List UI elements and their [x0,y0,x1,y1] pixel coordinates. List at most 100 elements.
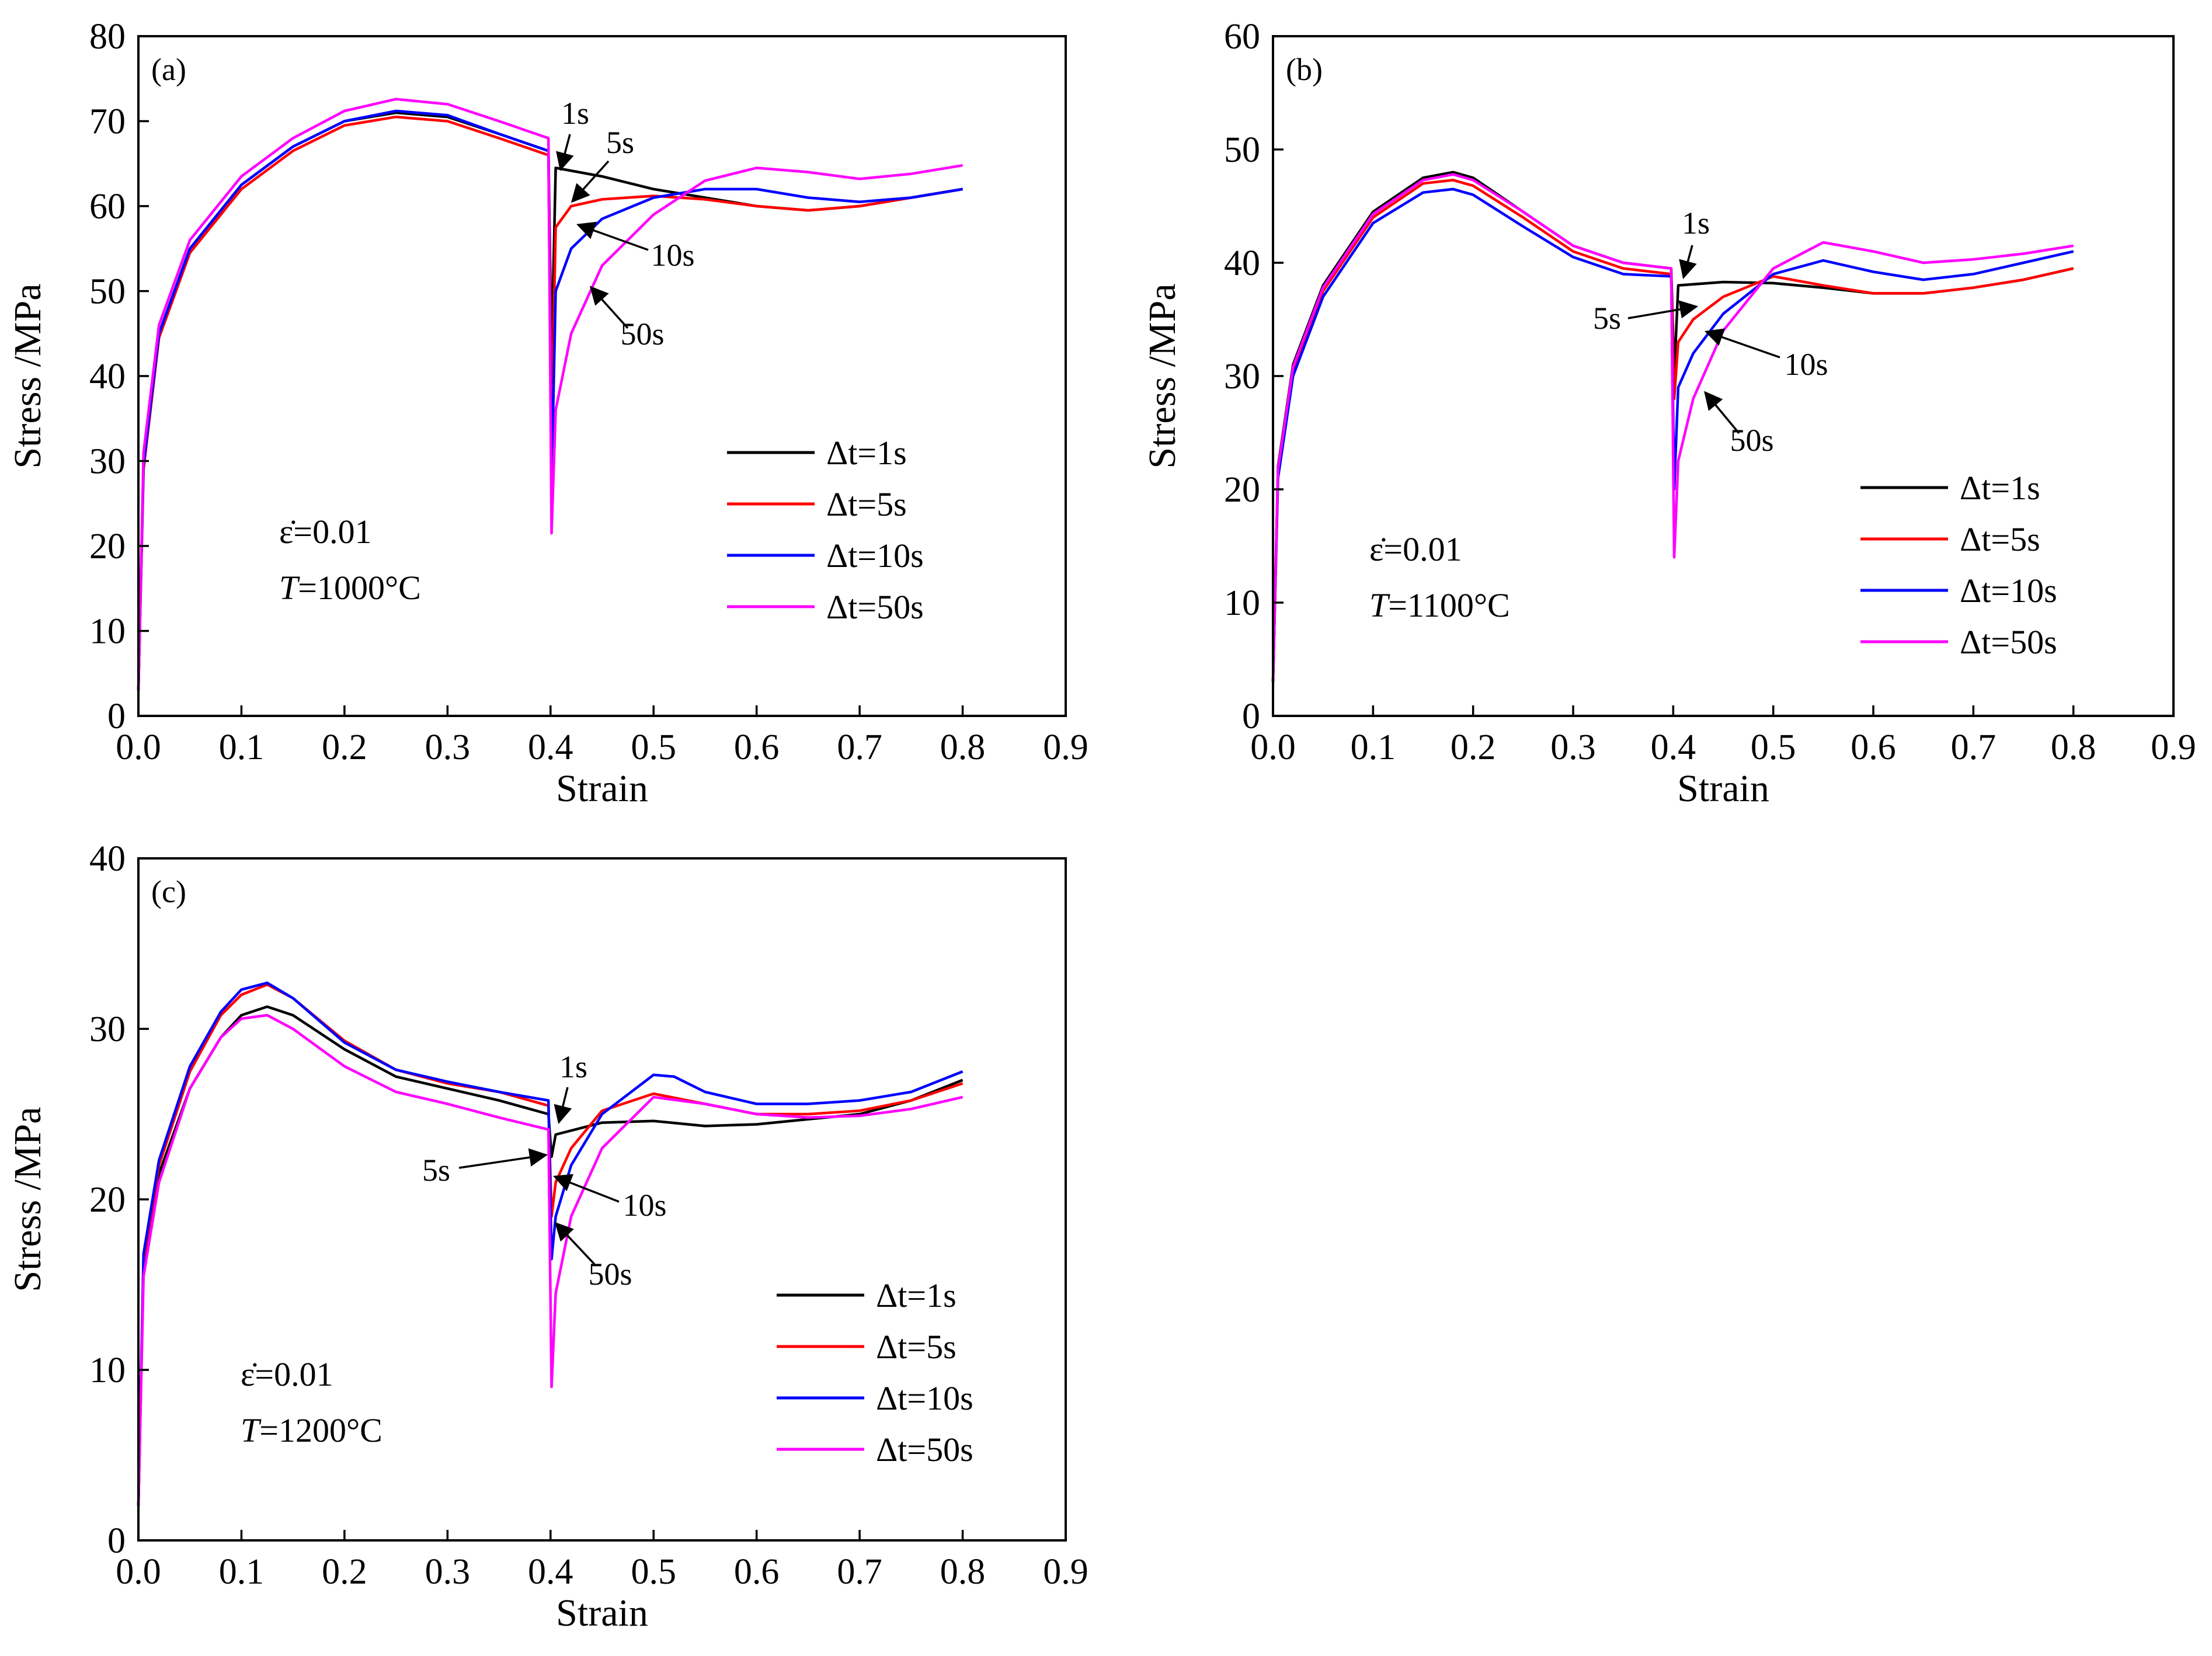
annotation-arrow [1705,328,1780,359]
y-tick-label: 20 [89,527,126,566]
y-tick-label: 20 [89,1180,126,1220]
x-tick-label: 0.1 [219,728,265,767]
legend-label: Δt=10s [876,1379,973,1417]
legend: Δt=1s Δt=5s Δt=10s Δt=50s [777,1276,973,1469]
legend-label: Δt=50s [1960,623,2057,661]
legend: Δt=1s Δt=5s Δt=10s Δt=50s [727,434,924,626]
x-tick-label: 0.0 [1250,728,1296,767]
annotations: 1s 5s 10s 50s [1593,206,1828,458]
x-tick-label: 0.5 [1751,728,1796,767]
series-group [137,981,964,1507]
x-tick-label: 0.0 [116,728,161,767]
x-tick-label: 0.5 [631,1552,676,1592]
y-tick-label: 30 [89,1010,126,1049]
x-tick-label: 0.8 [940,1552,986,1592]
y-tick-label: 50 [1224,130,1260,170]
series-line-t50s [137,1014,964,1507]
y-tick-label: 40 [89,357,126,396]
series-line-t50s [137,98,963,691]
x-tick-label: 0.8 [2051,728,2096,767]
annotation-label: 50s [588,1257,632,1292]
annotation-arrow [576,221,649,251]
x-tick-label: 0.4 [528,1552,573,1592]
series-group [1271,171,2074,682]
y-axis-label: Stress /MPa [6,1107,49,1292]
annotation-label: 1s [1682,206,1710,241]
x-tick-label: 0.6 [1851,728,1896,767]
x-tick-label: 0.6 [734,1552,780,1592]
x-tick-label: 0.9 [2151,728,2196,767]
x-tick-label: 0.7 [837,1552,882,1592]
legend-label: Δt=1s [826,434,907,472]
x-tick-label: 0.8 [940,728,986,767]
x-axis-label: Strain [1677,767,1769,810]
y-tick-label: 80 [89,17,126,57]
y-tick-label: 40 [89,839,126,879]
annotation-label: 50s [620,316,664,352]
temperature-label: T=1200°C [241,1411,382,1449]
annotation-arrow [589,286,629,329]
x-axis-label: Strain [556,767,648,810]
annotations: 1s 5s 10s 50s [422,1049,667,1292]
x-tick-label: 0.7 [837,728,882,767]
temperature-label: T=1100°C [1369,586,1510,624]
annotation-label: 5s [1593,301,1621,336]
panel-tag: (c) [151,874,186,909]
series-line-t10s [137,981,964,1507]
annotations: 1s 5s 10s 50s [556,96,695,352]
y-tick-label: 10 [89,1351,126,1390]
annotation-label: 10s [622,1188,666,1223]
x-tick-label: 0.3 [1550,728,1596,767]
panel-tag: (b) [1286,52,1323,87]
temperature-symbol: T [279,569,300,607]
x-tick-label: 0.2 [322,728,367,767]
plot-frame [137,35,1067,717]
x-tick-label: 0.9 [1043,728,1088,767]
legend-label: Δt=1s [876,1276,957,1314]
annotation-arrow [554,1087,572,1125]
x-tick-label: 0.4 [1651,728,1696,767]
annotation-arrow [1679,245,1697,280]
temperature-value: =1100°C [1388,586,1510,624]
temperature-value: =1000°C [298,569,421,607]
x-tick-label: 0.2 [322,1552,367,1592]
y-tick-label: 70 [89,102,126,142]
legend-label: Δt=10s [826,537,924,575]
annotation-label: 1s [559,1049,587,1084]
x-tick-label: 0.1 [219,1552,265,1592]
y-tick-label: 10 [89,612,126,652]
y-tick-label: 60 [1224,17,1260,57]
annotation-arrow [571,160,610,203]
legend-label: Δt=50s [876,1431,973,1469]
y-tick-label: 0 [107,697,126,736]
x-tick-label: 0.6 [734,728,780,767]
annotation-label: 1s [561,96,589,131]
chart-panel-a: 0.0 0.1 0.2 0.3 0.4 0.5 0.6 0.7 0.8 0.9 0 10 20 30 40 5… [6,17,1088,810]
annotation-arrow [554,1222,596,1265]
panels-root: 0.0 0.1 0.2 0.3 0.4 0.5 0.6 0.7 0.8 0.9 0 10 20 30 40 5… [6,17,2196,1634]
y-axis-label: Stress /MPa [6,283,49,468]
y-tick-label: 0 [1242,697,1260,736]
annotation-arrow [556,134,574,172]
temperature-symbol: T [1369,586,1390,624]
x-tick-label: 0.3 [425,728,471,767]
x-tick-label: 0.1 [1351,728,1396,767]
legend: Δt=1s Δt=5s Δt=10s Δt=50s [1860,469,2057,661]
panel-tag: (a) [151,52,186,87]
chart-panel-c: 0.0 0.1 0.2 0.3 0.4 0.5 0.6 0.7 0.8 0.9 0 10 20 30 40 S… [6,839,1088,1634]
series-group [137,98,963,691]
legend-label: Δt=50s [826,588,924,626]
legend-label: Δt=10s [1960,572,2057,610]
annotation-label: 10s [651,238,694,273]
legend-label: Δt=5s [876,1328,957,1366]
strain-rate-label: ε̇=0.01 [279,513,372,551]
annotation-label: 5s [606,125,634,160]
y-tick-label: 30 [89,442,126,482]
temperature-symbol: T [241,1411,262,1449]
annotation-label: 10s [1784,347,1828,382]
y-tick-label: 40 [1224,243,1260,283]
x-tick-label: 0.9 [1043,1552,1088,1592]
temperature-label: T=1000°C [279,569,421,607]
legend-label: Δt=1s [1960,469,2040,507]
